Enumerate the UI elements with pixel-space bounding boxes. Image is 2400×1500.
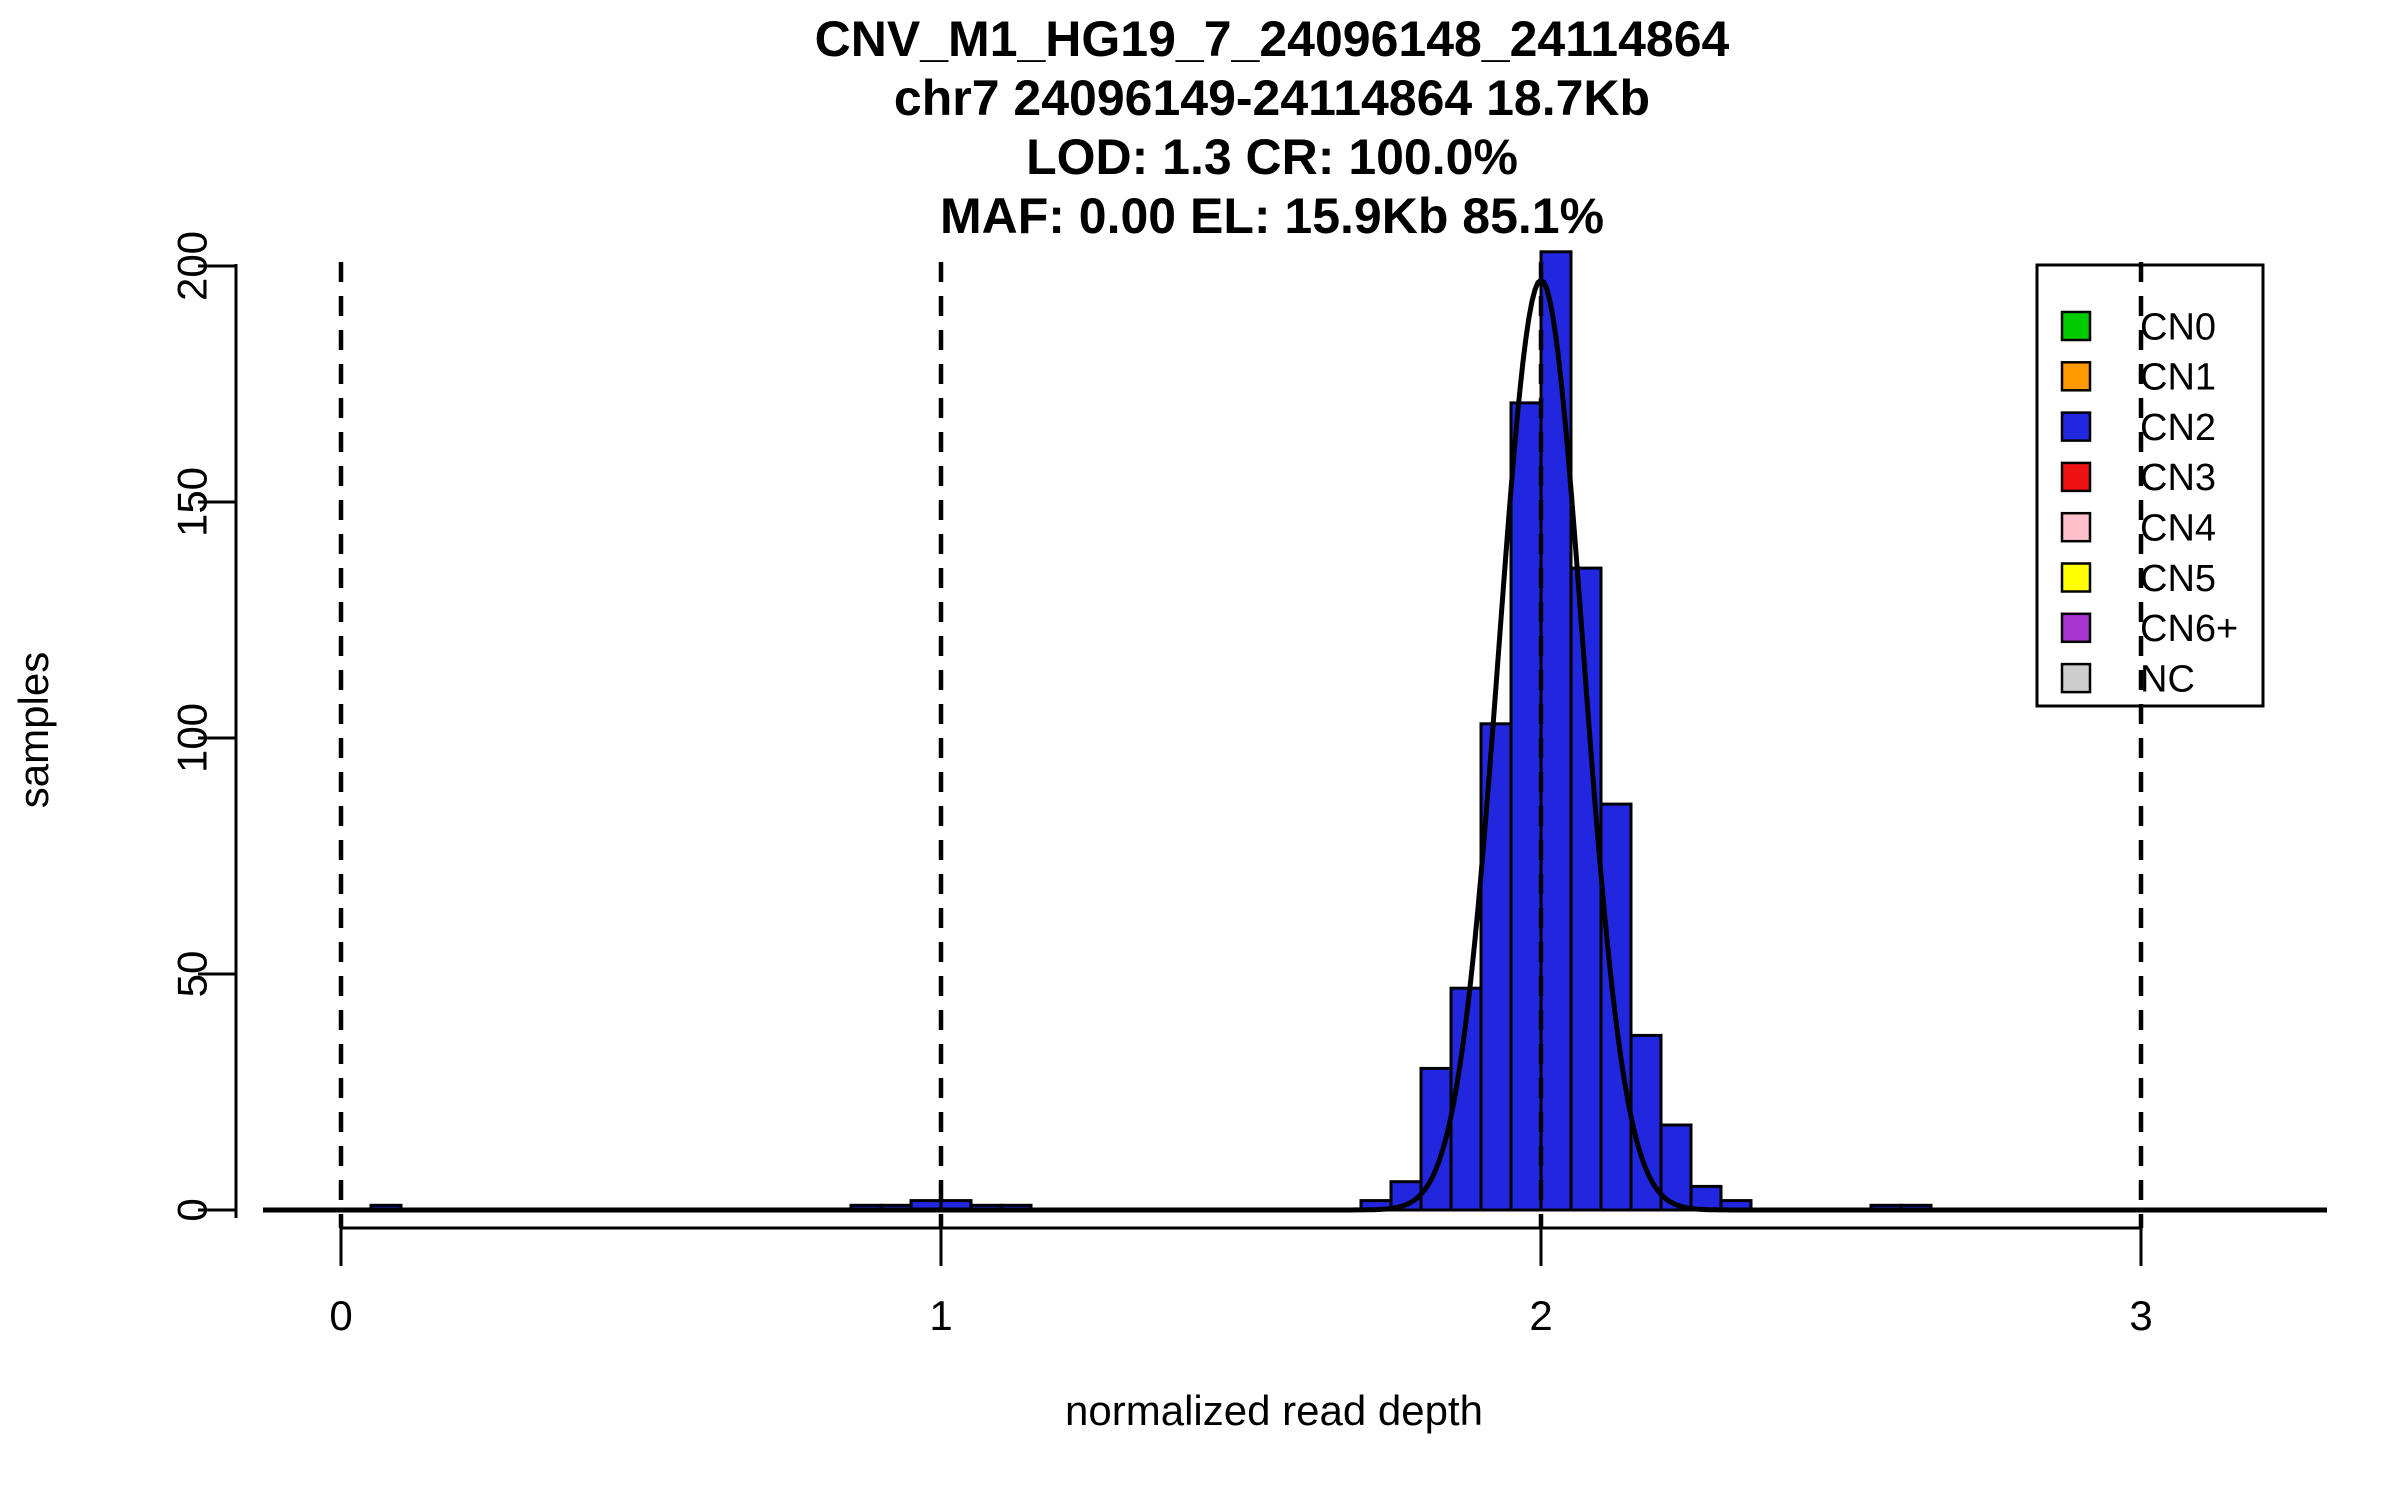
legend-swatch-cn6plus bbox=[2060, 612, 2092, 644]
x-tick-label: 3 bbox=[2129, 1292, 2152, 1339]
chart-title-line-4: MAF: 0.00 EL: 15.9Kb 85.1% bbox=[940, 188, 1604, 244]
histogram-bar bbox=[1629, 1033, 1663, 1212]
y-tick-label: 200 bbox=[169, 231, 216, 301]
legend-label: CN2 bbox=[2140, 407, 2216, 449]
legend-swatch-nc bbox=[2060, 662, 2092, 694]
legend-swatch-cn2 bbox=[2060, 411, 2092, 442]
legend-label: CN0 bbox=[2140, 306, 2216, 348]
y-axis-label: samples bbox=[10, 652, 57, 808]
legend-swatch-cn0 bbox=[2060, 310, 2092, 342]
y-tick-label: 100 bbox=[169, 703, 216, 773]
legend-label: CN5 bbox=[2140, 558, 2216, 600]
y-tick-label: 0 bbox=[169, 1198, 216, 1221]
histogram-bar bbox=[1509, 401, 1543, 1212]
legend-label: CN6+ bbox=[2140, 608, 2238, 650]
chart-title-line-2: chr7 24096149-24114864 18.7Kb bbox=[894, 70, 1650, 126]
chart-title-line-1: CNV_M1_HG19_7_24096148_24114864 bbox=[815, 11, 1730, 67]
legend-swatch-cn5 bbox=[2060, 562, 2092, 593]
x-axis-label: normalized read depth bbox=[1065, 1387, 1483, 1434]
y-tick-label: 50 bbox=[169, 951, 216, 998]
plot-layer: 0 50 100 150 200 0 1 2 3 CN0 CN1 CN2 CN3 CN4 CN5 CN6+ NC bbox=[169, 231, 2327, 1339]
histogram-bar bbox=[1569, 566, 1603, 1212]
x-tick-label: 2 bbox=[1529, 1292, 1552, 1339]
density-fit-curve bbox=[263, 277, 2327, 1213]
legend-swatch-cn3 bbox=[2060, 461, 2092, 493]
legend-swatch-cn4 bbox=[2060, 511, 2092, 543]
legend-label: NC bbox=[2140, 658, 2195, 700]
legend-label: CN3 bbox=[2140, 457, 2216, 499]
x-tick-label: 1 bbox=[929, 1292, 952, 1339]
legend-swatch-cn1 bbox=[2060, 361, 2092, 392]
x-tick-label: 0 bbox=[329, 1292, 352, 1339]
chart-title-line-3: LOD: 1.3 CR: 100.0% bbox=[1026, 129, 1518, 185]
histogram-bar bbox=[1539, 250, 1573, 1212]
legend-label: CN1 bbox=[2140, 357, 2216, 399]
legend-label: CN4 bbox=[2140, 508, 2216, 550]
y-tick-label: 150 bbox=[169, 467, 216, 537]
